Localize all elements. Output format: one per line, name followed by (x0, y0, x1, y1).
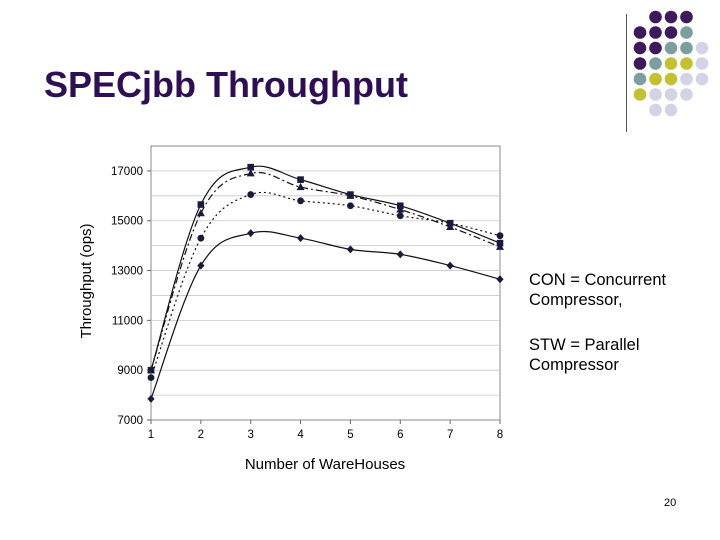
decor-dot (664, 88, 678, 101)
x-tick-label: 2 (198, 429, 204, 441)
data-point (396, 212, 404, 220)
data-point (396, 250, 404, 259)
data-point (247, 191, 255, 198)
decor-dot (633, 41, 647, 55)
decor-dot (664, 57, 678, 70)
x-tick-label: 3 (248, 429, 254, 441)
data-point (197, 201, 205, 208)
chart-gridlines (150, 145, 501, 421)
decor-dot (695, 72, 709, 86)
decor-dot (664, 41, 678, 55)
decor-dot (649, 41, 662, 55)
data-point (496, 275, 504, 284)
data-point (197, 234, 205, 242)
decor-dot (680, 88, 693, 101)
y-tick-label: 15000 (111, 216, 143, 228)
series-ms (147, 229, 504, 403)
page-number: 20 (664, 497, 677, 509)
series-line (150, 230, 501, 400)
data-point (496, 232, 504, 240)
decor-dot (664, 103, 678, 117)
legend-note-stw: STW = Parallel Compressor (529, 336, 640, 374)
data-point (446, 219, 454, 227)
decor-dot (633, 26, 647, 39)
slide-title: SPECjbb Throughput (44, 64, 408, 105)
data-point (297, 176, 304, 183)
x-tick-label: 8 (497, 429, 503, 441)
data-point (347, 191, 354, 198)
decor-dot (664, 26, 678, 39)
series-line (150, 191, 501, 378)
y-tick-label: 9000 (117, 365, 143, 377)
decor-dot (680, 26, 693, 39)
data-point (496, 239, 504, 247)
data-point (247, 229, 255, 238)
x-tick-label: 5 (347, 429, 353, 441)
series-con (147, 169, 504, 374)
x-tick-label: 6 (397, 429, 403, 441)
data-point (247, 163, 255, 171)
data-point (347, 202, 354, 210)
data-point (196, 209, 205, 217)
data-point (246, 169, 255, 177)
decor-dot (649, 26, 662, 39)
series-genms (147, 191, 504, 382)
x-tick-label: 4 (297, 429, 304, 441)
decorative-dot-grid (633, 10, 709, 117)
decor-dot (649, 57, 662, 70)
decor-dot (680, 41, 693, 55)
decor-dot (649, 88, 662, 101)
decor-dot (680, 57, 693, 70)
data-point (446, 261, 454, 270)
data-point (296, 182, 305, 191)
decor-dot (680, 72, 693, 86)
data-point (147, 366, 155, 374)
data-point (147, 394, 155, 403)
decor-dot (695, 57, 709, 70)
data-point (396, 202, 404, 210)
series-line (150, 171, 501, 371)
decor-dot (695, 41, 709, 55)
x-tick-label: 1 (148, 429, 154, 441)
decor-dot (664, 72, 678, 86)
data-point (346, 245, 355, 254)
y-axis-label: Throughput (ops) (78, 223, 95, 338)
decor-dot (664, 10, 678, 24)
decor-dot (633, 88, 647, 101)
chart-axes: 7000 9000 11000 13000 15000 17000 1 2 3 4 5 6 7 8 (111, 166, 503, 441)
title-divider-line (626, 14, 627, 132)
legend-note-con: CON = Concurrent Compressor, (529, 271, 667, 309)
data-point (296, 234, 305, 243)
series-line (150, 165, 501, 371)
y-tick-label: 13000 (111, 266, 143, 278)
data-point (147, 374, 155, 382)
x-tick-label: 7 (447, 429, 453, 441)
y-tick-label: 7000 (117, 415, 143, 427)
decor-dot (633, 72, 647, 86)
data-point (197, 261, 205, 270)
decor-dot (649, 103, 662, 117)
y-tick-label: 11000 (112, 315, 143, 327)
decor-dot (633, 57, 647, 70)
decor-dot (649, 10, 662, 24)
decor-dot (649, 72, 662, 86)
y-tick-label: 17000 (111, 166, 143, 178)
chart-series (147, 163, 504, 403)
x-axis-label: Number of WareHouses (245, 456, 405, 473)
data-point (297, 197, 304, 205)
decor-dot (680, 10, 693, 24)
